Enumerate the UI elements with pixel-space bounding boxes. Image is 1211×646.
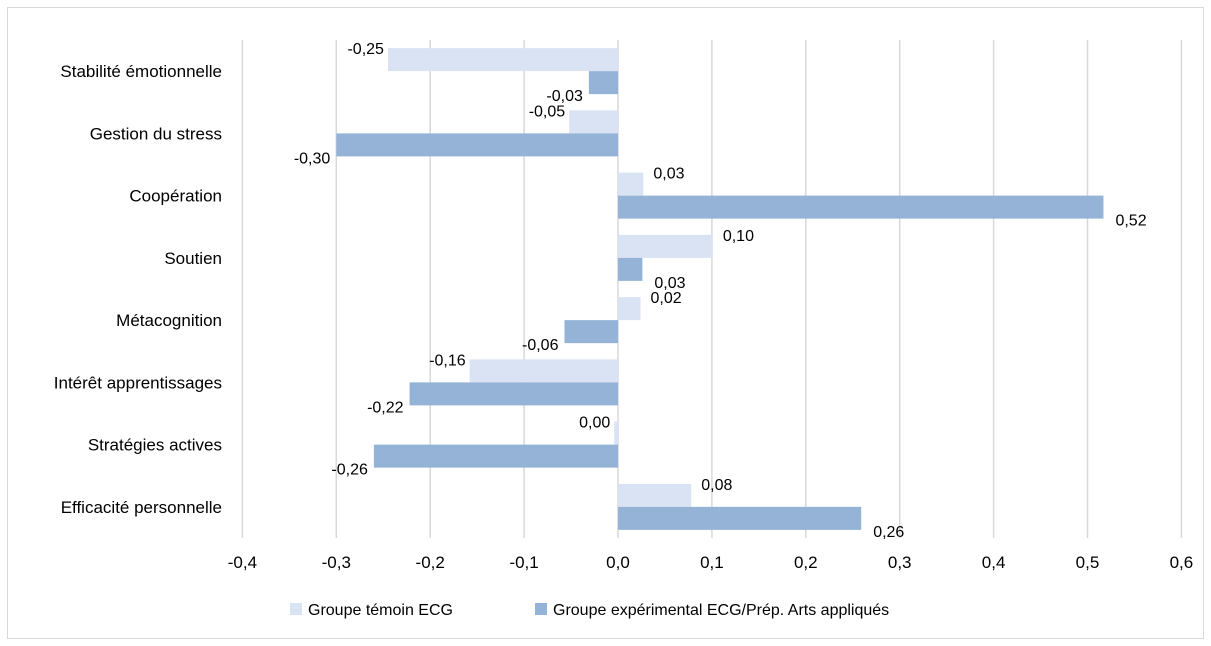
x-tick-labels: -0,4 -0,3 -0,2 -0,1 0,0 0,1 0,2 0,3 0,4 0,5 0,6 [228, 553, 1193, 572]
data-labels: -0,25 -0,05 0,03 0,10 0,02 -0,16 0,00 0,08 -0,03… [294, 41, 1147, 541]
bar-temoin [618, 297, 641, 321]
x-tick-label: 0,1 [700, 553, 724, 572]
data-label: 0,26 [873, 524, 904, 541]
category-label: Soutien [164, 249, 222, 268]
data-label: -0,22 [367, 399, 404, 416]
data-label: 0,52 [1115, 213, 1146, 230]
data-label: 0,00 [579, 415, 610, 432]
bar-temoin [569, 110, 618, 134]
category-label: Stabilité émotionnelle [60, 62, 222, 81]
legend: Groupe témoin ECG Groupe expérimental ECG… [290, 602, 889, 619]
x-tick-label: 0,6 [1170, 553, 1194, 572]
bar-experimental [618, 506, 862, 530]
category-label: Intérêt apprentissages [54, 373, 222, 392]
category-label: Métacognition [116, 311, 222, 330]
x-tick-label: -0,2 [416, 553, 445, 572]
data-label: -0,30 [294, 150, 331, 167]
bars [336, 48, 1104, 530]
data-label: -0,16 [429, 352, 466, 369]
legend-label: Groupe témoin ECG [308, 602, 453, 619]
data-label: -0,26 [331, 462, 368, 479]
bar-experimental [373, 444, 618, 468]
data-label: 0,10 [723, 228, 754, 245]
category-label: Stratégies actives [88, 436, 222, 455]
data-label: -0,05 [529, 103, 566, 120]
x-tick-label: 0,0 [606, 553, 630, 572]
x-tick-label: 0,4 [982, 553, 1006, 572]
bar-experimental [588, 71, 618, 95]
bar-temoin [618, 172, 644, 196]
bar-experimental [618, 195, 1104, 219]
bar-experimental [564, 320, 618, 344]
category-labels: Stabilité émotionnelle Gestion du stress C… [54, 62, 222, 517]
legend-swatch [535, 603, 547, 615]
data-label: -0,25 [347, 41, 384, 58]
bar-temoin [614, 421, 618, 445]
bar-temoin [469, 359, 618, 383]
legend-label: Groupe expérimental ECG/Prép. Arts appli… [553, 602, 889, 619]
bar-temoin [387, 48, 618, 72]
data-label: 0,03 [654, 275, 685, 292]
data-label: -0,03 [546, 88, 583, 105]
bar-experimental [409, 382, 618, 406]
x-tick-label: 0,5 [1076, 553, 1100, 572]
x-tick-label: -0,4 [228, 553, 257, 572]
bar-experimental [618, 257, 643, 281]
bar-temoin [618, 483, 692, 507]
gridlines [241, 40, 1183, 538]
x-tick-label: -0,1 [509, 553, 538, 572]
category-label: Efficacité personnelle [61, 498, 222, 517]
x-tick-label: 0,2 [794, 553, 818, 572]
data-label: 0,08 [701, 477, 732, 494]
x-tick-label: -0,3 [322, 553, 351, 572]
data-label: 0,02 [651, 290, 682, 307]
category-label: Coopération [129, 187, 222, 206]
legend-swatch [290, 603, 302, 615]
data-label: -0,06 [522, 337, 559, 354]
x-tick-label: 0,3 [888, 553, 912, 572]
data-label: 0,03 [653, 166, 684, 183]
bar-temoin [618, 234, 713, 258]
bar-experimental [336, 133, 618, 157]
category-label: Gestion du stress [90, 124, 222, 143]
